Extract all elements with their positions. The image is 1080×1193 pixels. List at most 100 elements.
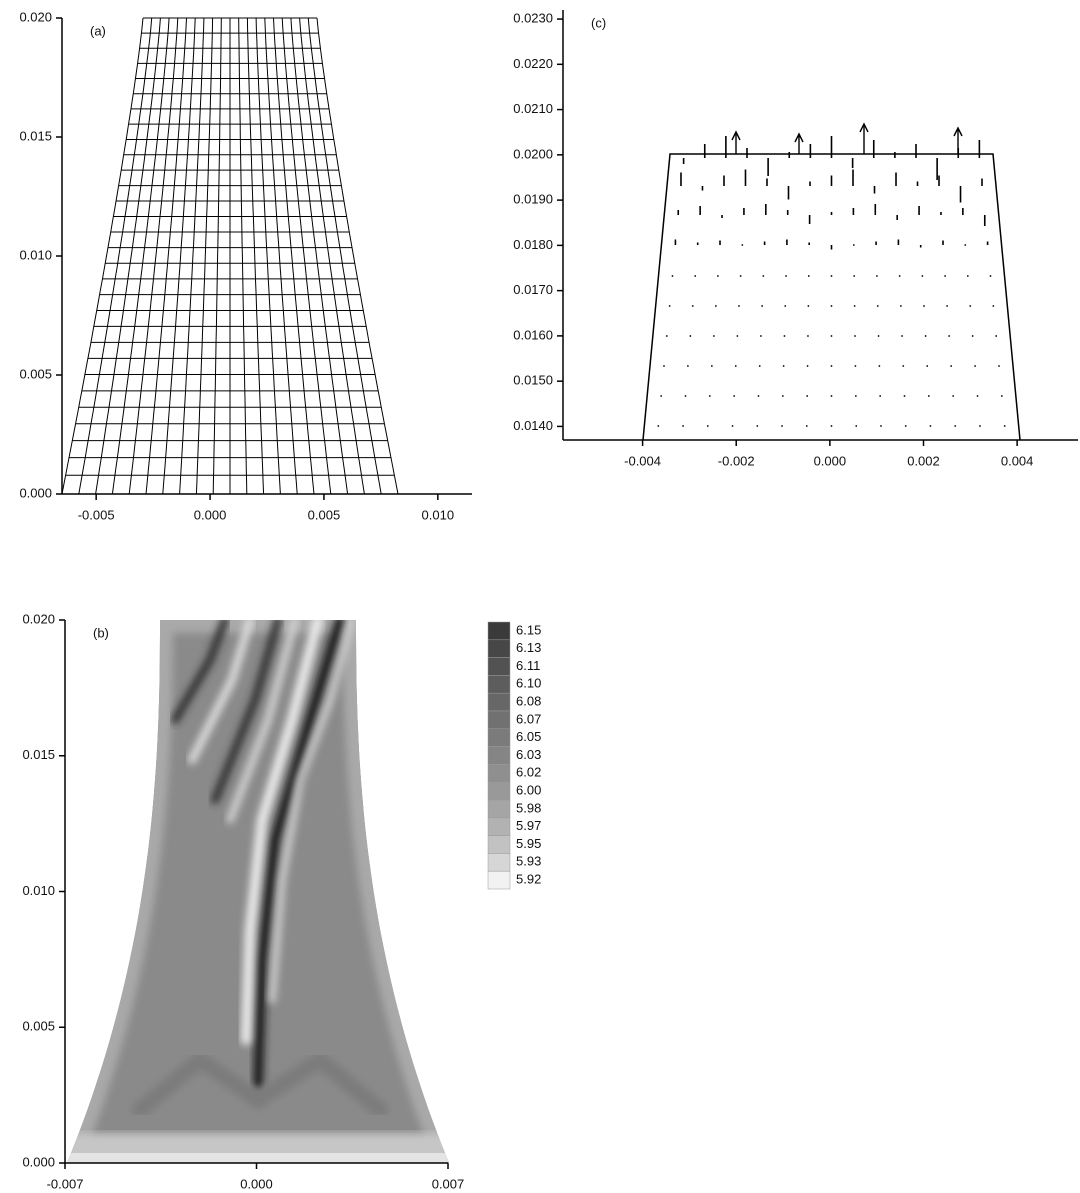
colorbar-swatch xyxy=(487,817,511,836)
vector xyxy=(830,275,833,277)
mesh-line xyxy=(299,17,365,495)
vector xyxy=(964,244,967,246)
vector xyxy=(682,425,684,427)
colorbar-swatch xyxy=(487,764,511,783)
vector xyxy=(708,395,711,397)
vector xyxy=(853,305,856,307)
mesh-line xyxy=(195,17,214,495)
colorbar-swatch xyxy=(487,621,511,641)
colorbar-label: 5.92 xyxy=(516,872,541,887)
vector xyxy=(741,244,744,246)
mesh-line xyxy=(128,17,179,495)
streak xyxy=(226,620,299,824)
vector xyxy=(691,305,694,307)
colorbar-swatch xyxy=(487,781,511,801)
vector-field xyxy=(657,122,1006,427)
vector xyxy=(921,275,924,277)
streak xyxy=(241,620,323,1045)
vector xyxy=(904,425,907,427)
x-tick-label: -0.002 xyxy=(718,453,755,468)
x-tick-label: 0.000 xyxy=(240,1176,273,1191)
mesh-line xyxy=(212,17,222,495)
vector xyxy=(853,275,856,277)
y-tick-label: 0.0230 xyxy=(513,10,553,25)
vector xyxy=(782,365,785,367)
vector-arrow xyxy=(953,126,963,154)
vector xyxy=(901,335,903,337)
colorbar-label: 6.13 xyxy=(516,640,541,655)
y-tick-label: 0.010 xyxy=(22,883,55,898)
x-tick-label: -0.007 xyxy=(47,1176,84,1191)
x-tick-label: 0.010 xyxy=(422,507,455,522)
y-tick-label: 0.0220 xyxy=(513,56,553,71)
mesh-line xyxy=(255,17,281,495)
y-tick-label: 0.010 xyxy=(19,247,52,262)
streak xyxy=(132,1049,388,1118)
y-tick-label: 0.005 xyxy=(22,1019,55,1034)
vector xyxy=(781,425,783,427)
mesh-line xyxy=(111,17,170,495)
vector xyxy=(805,425,808,427)
vector xyxy=(927,395,930,397)
streak xyxy=(253,620,345,1090)
vector xyxy=(830,335,833,337)
x-tick-label: -0.005 xyxy=(78,507,115,522)
vector xyxy=(876,305,879,307)
vector xyxy=(880,425,882,427)
vector xyxy=(757,395,760,397)
vector xyxy=(781,395,784,397)
vector xyxy=(976,395,979,397)
colorbar-label: 6.15 xyxy=(516,622,541,637)
vector xyxy=(663,365,665,367)
vector xyxy=(898,275,901,277)
colorbar-label: 5.97 xyxy=(516,818,541,833)
streak xyxy=(188,620,254,764)
contour-detail xyxy=(67,620,449,1163)
mesh-line xyxy=(78,17,153,495)
vector xyxy=(738,305,740,307)
vector xyxy=(761,305,764,307)
vector xyxy=(717,275,719,277)
colorbar-swatch xyxy=(487,728,511,747)
vector xyxy=(807,335,809,337)
colorbar-swatch xyxy=(487,692,511,712)
vector xyxy=(998,365,1000,367)
mesh-line xyxy=(246,17,265,495)
mesh-line xyxy=(162,17,196,495)
vector xyxy=(830,395,833,397)
x-tick-label: 0.005 xyxy=(308,507,341,522)
colorbar-swatch xyxy=(487,657,511,676)
colorbar-label: 6.10 xyxy=(516,676,541,691)
y-tick-label: 0.0150 xyxy=(513,373,553,388)
vector xyxy=(733,395,736,397)
vector xyxy=(877,335,880,337)
vector xyxy=(671,275,674,277)
vector xyxy=(854,365,857,367)
y-tick-label: 0.000 xyxy=(22,1154,55,1169)
vector xyxy=(731,425,734,427)
vector xyxy=(879,395,882,397)
vector xyxy=(783,335,786,337)
vector xyxy=(929,425,932,427)
x-tick-label: -0.004 xyxy=(624,453,661,468)
y-tick-label: 0.0200 xyxy=(513,146,553,161)
colorbar-swatch xyxy=(487,710,511,730)
vector xyxy=(854,335,856,337)
y-tick-label: 0.0170 xyxy=(513,282,553,297)
vector xyxy=(712,335,715,337)
vector xyxy=(902,365,905,367)
vector xyxy=(785,275,787,277)
panel-label: (a) xyxy=(90,23,106,38)
vector xyxy=(684,395,687,397)
colorbar-swatch xyxy=(487,799,511,819)
y-tick-label: 0.0140 xyxy=(513,418,553,433)
y-tick-label: 0.020 xyxy=(22,611,55,626)
colorbar-label: 6.03 xyxy=(516,747,541,762)
vector xyxy=(989,275,992,277)
colorbar-label: 6.08 xyxy=(516,694,541,709)
vector xyxy=(974,365,976,367)
colorbar-label: 6.11 xyxy=(516,658,540,673)
panel-label: (c) xyxy=(591,15,606,30)
vector xyxy=(1000,395,1003,397)
